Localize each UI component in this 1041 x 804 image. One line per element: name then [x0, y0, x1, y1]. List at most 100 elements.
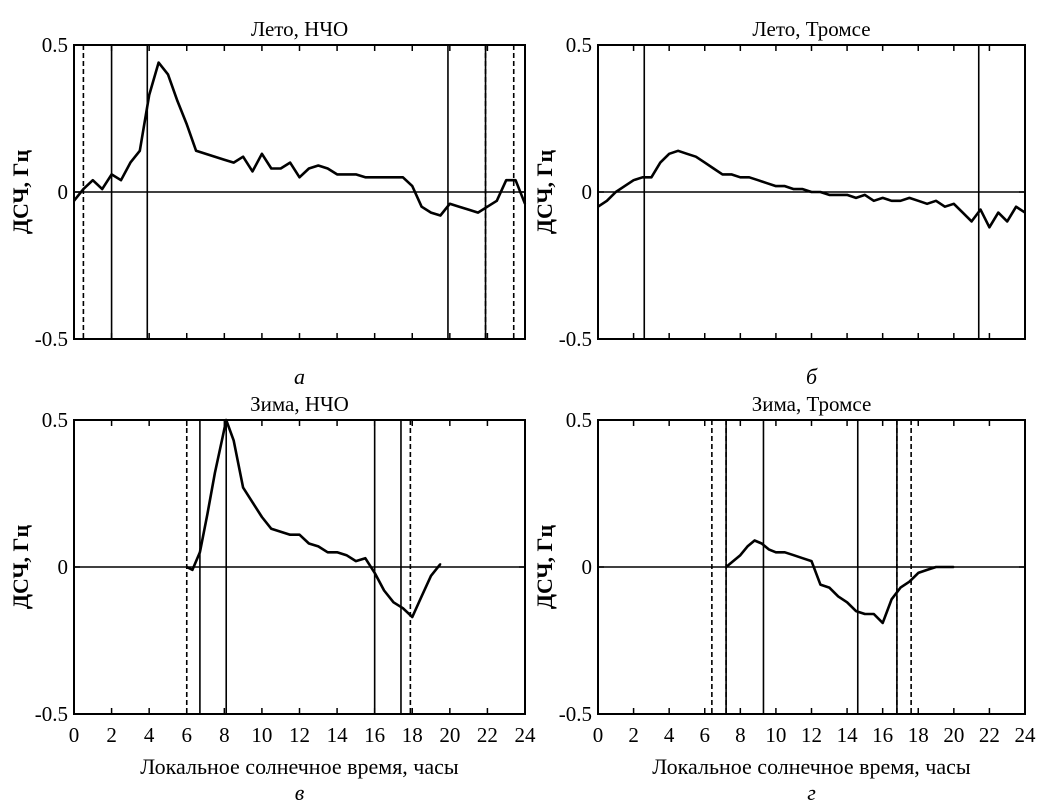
data-point [157, 61, 160, 64]
data-point [739, 176, 742, 179]
data-point [828, 586, 831, 589]
data-point [270, 167, 273, 170]
x-tick-label: 20 [943, 723, 964, 747]
data-point [997, 211, 1000, 214]
data-point [730, 173, 733, 176]
x-tick-label: 22 [477, 723, 498, 747]
data-point [801, 557, 804, 560]
data-point [214, 155, 216, 158]
y-tick-label: 0.5 [42, 33, 68, 57]
data-point [317, 545, 320, 548]
series-line [597, 149, 1026, 229]
data-point [926, 202, 929, 205]
data-point [82, 188, 85, 190]
y-axis-label: ДСЧ, Гц [8, 150, 33, 235]
data-point [935, 566, 937, 568]
data-point [242, 155, 245, 158]
data-point [251, 501, 254, 504]
data-point [401, 176, 404, 179]
data-point [686, 152, 688, 155]
data-point [101, 188, 104, 190]
data-point [336, 173, 338, 176]
data-point [524, 202, 526, 205]
data-point [597, 205, 599, 208]
data-point [279, 167, 282, 170]
data-point [307, 542, 310, 545]
data-point [214, 472, 216, 474]
data-point [430, 574, 432, 577]
data-point [129, 161, 132, 164]
x-tick-label: 6 [700, 723, 711, 747]
x-tick-label: 20 [439, 723, 460, 747]
data-point [345, 554, 348, 557]
data-point [944, 566, 946, 568]
data-point [890, 199, 893, 202]
data-point [392, 176, 395, 179]
data-point [185, 566, 188, 568]
x-tick-label: 16 [364, 723, 385, 747]
data-point [908, 580, 911, 583]
data-point [364, 557, 367, 560]
chart-title: Зима, Тромсе [752, 392, 872, 416]
data-point [392, 601, 395, 604]
data-point [373, 571, 376, 574]
data-point [801, 188, 804, 190]
data-point [206, 513, 209, 515]
data-point [767, 548, 770, 551]
y-tick-label: -0.5 [559, 702, 592, 726]
data-point [872, 199, 875, 202]
data-point [855, 610, 857, 612]
data-point [917, 571, 920, 574]
chart-title: Зима, НЧО [250, 392, 349, 416]
data-point [401, 607, 404, 610]
data-point [176, 99, 179, 102]
y-axis-label: ДСЧ, Гц [532, 150, 557, 235]
data-point [614, 191, 617, 193]
data-point [514, 179, 517, 182]
data-point [677, 149, 679, 152]
data-point [223, 158, 226, 161]
x-tick-label: 2 [628, 723, 639, 747]
data-point [775, 185, 777, 188]
data-point [373, 176, 376, 179]
data-point [899, 586, 902, 589]
data-point [364, 176, 367, 179]
data-point [120, 179, 122, 182]
x-tick-label: 14 [327, 723, 349, 747]
data-point [668, 152, 671, 155]
data-point [289, 533, 292, 536]
x-tick-label: 24 [515, 723, 537, 747]
data-point [970, 220, 973, 223]
x-tick-label: 4 [664, 723, 675, 747]
data-point [110, 173, 113, 176]
chart-panel-a: Лето, НЧО 0.5 0 -0.5 ДСЧ, Гц а [8, 17, 527, 389]
data-point [792, 554, 795, 557]
data-point [448, 202, 451, 205]
data-point [204, 152, 207, 155]
y-tick-label: -0.5 [35, 702, 68, 726]
data-point [261, 152, 263, 155]
y-tick-label: 0.5 [566, 33, 592, 57]
data-point [712, 167, 715, 170]
data-point [917, 199, 920, 202]
data-point [988, 226, 991, 229]
x-tick-label: 18 [908, 723, 929, 747]
data-point [298, 533, 301, 536]
x-tick-label: 10 [251, 723, 272, 747]
x-tick-label: 0 [69, 723, 80, 747]
chart-title: Лето, НЧО [251, 17, 348, 41]
x-tick-label: 0 [593, 723, 604, 747]
data-point [979, 208, 982, 211]
data-point [899, 199, 902, 202]
data-point [138, 149, 141, 152]
data-point [458, 205, 461, 208]
data-point [952, 566, 955, 568]
y-tick-label: 0 [582, 555, 593, 579]
data-point [439, 563, 442, 565]
data-point [185, 123, 188, 126]
data-point [383, 589, 385, 592]
data-point [961, 211, 964, 214]
data-point [872, 613, 875, 615]
data-point [148, 94, 151, 96]
